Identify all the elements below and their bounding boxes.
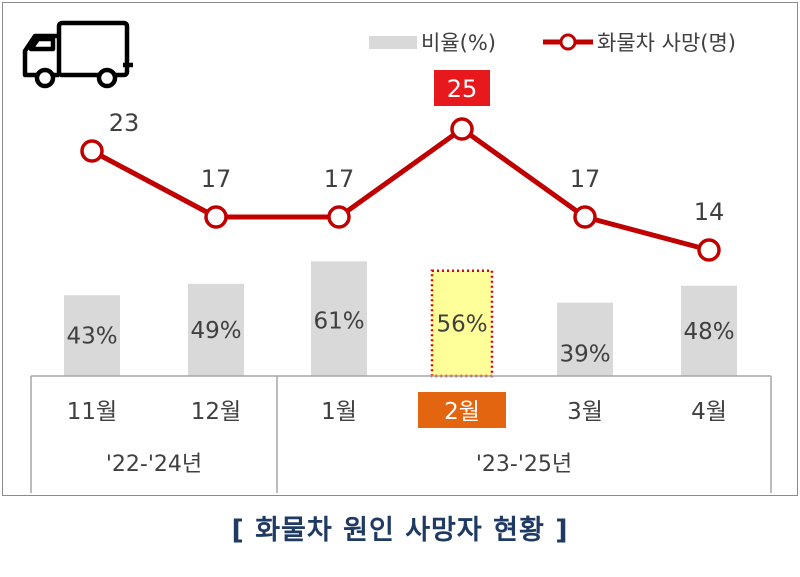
bar-label-1: 43% [66, 324, 117, 350]
x-tick-6: 4월 [691, 399, 727, 425]
bar-label-4: 56% [436, 311, 487, 337]
x-tick-4: 2월 [444, 399, 480, 425]
line-marker-1 [80, 139, 104, 163]
line-marker-6 [697, 238, 721, 262]
x-tick-5: 3월 [567, 399, 603, 425]
bar-6 [681, 285, 737, 376]
line-label-4: 25 [447, 75, 478, 103]
x-group-label-1: '22-'24년 [106, 452, 202, 477]
x-group-label-2: '23-'25년 [476, 452, 572, 477]
bar-2 [188, 283, 244, 376]
line-label-3: 17 [324, 165, 355, 193]
x-tick-1: 11월 [67, 399, 117, 425]
line-label-highlight-bg [434, 70, 490, 106]
bar-label-2: 49% [190, 318, 241, 344]
bar-1 [64, 295, 120, 376]
line-label-1: 23 [109, 109, 140, 137]
chart-svg: 43% 49% 61% 56% 39% 48% 23 17 17 25 17 14 11월 12월 1월 2월… [22, 20, 772, 493]
chart-caption: [ 화물차 원인 사망자 현황 ] [231, 515, 569, 546]
line-label-5: 17 [570, 165, 601, 193]
x-tick-2: 12월 [191, 399, 241, 425]
line-label-6: 14 [694, 198, 725, 226]
line-marker-4 [450, 117, 474, 141]
bar-label-5: 39% [559, 341, 610, 367]
truck-icon [22, 20, 133, 89]
line-marker-5 [573, 205, 597, 229]
bar-3 [311, 261, 367, 376]
legend-bar-label: 비율(%) [421, 31, 496, 55]
line-marker-2 [204, 205, 228, 229]
bar-label-3: 61% [313, 309, 364, 335]
death-line [90, 126, 710, 253]
legend-line-label: 화물차 사망(명) [597, 31, 736, 55]
x-tick-3: 1월 [321, 399, 357, 425]
line-marker-3 [327, 205, 351, 229]
legend-bar-swatch [369, 36, 417, 49]
bar-label-6: 48% [683, 319, 734, 345]
tick-highlight-bg [418, 392, 506, 428]
chart-frame: 43% 49% 61% 56% 39% 48% 23 17 17 25 17 14 11월 12월 1월 2월… [2, 2, 798, 496]
line-label-2: 17 [201, 165, 232, 193]
legend-line-marker [559, 33, 577, 51]
bar-5 [557, 302, 613, 376]
